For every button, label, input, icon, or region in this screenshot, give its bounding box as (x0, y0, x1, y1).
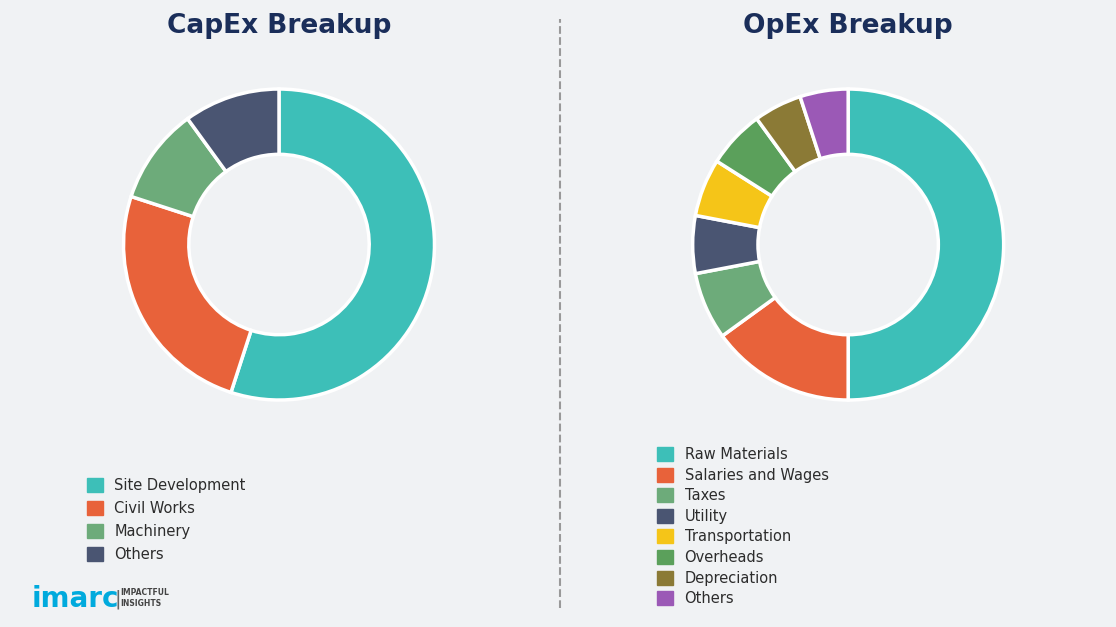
Text: INSIGHTS: INSIGHTS (121, 599, 162, 608)
Wedge shape (722, 298, 848, 400)
Text: |: | (115, 589, 122, 609)
Wedge shape (131, 119, 225, 217)
Wedge shape (695, 261, 776, 336)
Wedge shape (124, 196, 251, 393)
Wedge shape (716, 119, 795, 196)
Title: OpEx Breakup: OpEx Breakup (743, 14, 953, 40)
Wedge shape (231, 89, 434, 400)
Legend: Site Development, Civil Works, Machinery, Others: Site Development, Civil Works, Machinery… (87, 478, 246, 562)
Wedge shape (757, 97, 820, 172)
Legend: Raw Materials, Salaries and Wages, Taxes, Utility, Transportation, Overheads, De: Raw Materials, Salaries and Wages, Taxes… (657, 447, 828, 606)
Wedge shape (800, 89, 848, 159)
Wedge shape (695, 161, 772, 228)
Text: imarc: imarc (31, 585, 118, 613)
Wedge shape (187, 89, 279, 172)
Text: IMPACTFUL: IMPACTFUL (121, 588, 170, 597)
Wedge shape (848, 89, 1003, 400)
Wedge shape (693, 216, 760, 273)
Title: CapEx Breakup: CapEx Breakup (166, 14, 392, 40)
